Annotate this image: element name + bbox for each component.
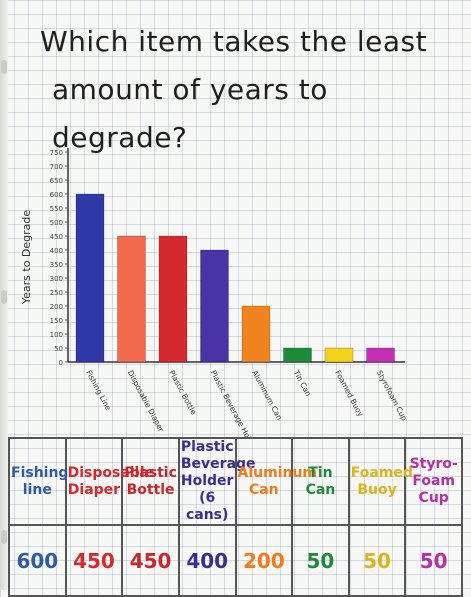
bar — [241, 305, 271, 363]
y-tick-label: 600 — [50, 191, 63, 199]
binder-hole — [1, 290, 7, 304]
x-tick-label: Disposable Diaper — [126, 369, 166, 434]
x-tick-label: Tin Can — [291, 368, 313, 398]
y-tick-label: 250 — [50, 289, 63, 297]
table-value-cell: 200 — [234, 524, 294, 597]
table-value-row: 600 450 450 400 200 50 50 50 — [8, 524, 463, 597]
y-tick-label: 450 — [50, 233, 63, 241]
bar — [158, 235, 188, 363]
page-title: Which item takes the least amount of yea… — [40, 18, 460, 162]
table-value-cell: 450 — [121, 524, 180, 597]
table-header-cell: Disposable Diaper — [64, 437, 154, 526]
table-value-cell: 450 — [64, 524, 124, 597]
y-tick-label: 100 — [50, 331, 63, 339]
table-value-cell: 50 — [347, 524, 407, 597]
bar — [75, 193, 105, 363]
y-tick-label: 200 — [50, 303, 63, 311]
y-tick-label: 650 — [50, 177, 63, 185]
data-table: Fishing line Disposable Diaper Plastic Bot… — [8, 437, 463, 597]
table-header-cell: Foamed Buoy — [347, 437, 413, 526]
x-tick-label: Plastic Beverage Holder (6 rings) — [209, 369, 275, 437]
x-tick-label: Fishing Line — [84, 369, 113, 413]
x-tick-label: Aluminum Can — [250, 369, 284, 422]
bar-chart: Years to Degrade750700650600550500450400… — [20, 148, 409, 437]
y-tick-label: 550 — [50, 205, 63, 213]
table-value-cell: 50 — [291, 524, 350, 597]
y-tick-label: 500 — [50, 219, 63, 227]
table-header-cell: Plastic Bottle — [121, 437, 180, 526]
x-tick-label: Styrofoam Cup — [375, 369, 409, 423]
title-line-2: amount of years to degrade? — [52, 73, 328, 154]
binder-hole — [1, 60, 7, 74]
y-tick-label: 300 — [50, 275, 63, 283]
y-tick-label: 150 — [50, 317, 63, 325]
table-header-cell: Tin Can — [291, 437, 350, 526]
y-tick-label: 700 — [50, 163, 63, 171]
title-line-1: Which item takes the least — [40, 25, 428, 58]
bar — [200, 249, 229, 363]
y-tick-label: 350 — [50, 261, 63, 269]
table-header-row: Fishing line Disposable Diaper Plastic Bot… — [8, 437, 463, 526]
bar — [366, 347, 395, 363]
x-tick-label: Plastic Bottle — [167, 369, 198, 417]
bar — [324, 347, 354, 363]
table-header-cell: Styro-Foam Cup — [404, 437, 463, 526]
y-tick-label: 0 — [59, 359, 63, 367]
x-tick-label: Foamed Buoy — [333, 369, 365, 419]
binder-hole — [1, 530, 7, 544]
table-value-cell: 400 — [177, 524, 237, 597]
y-tick-label: 400 — [50, 247, 63, 255]
table-header-cell: Aluminum Can — [234, 437, 317, 526]
table-header-cell: Plastic Beverage Holder (6 cans) — [177, 437, 256, 526]
table-value-cell: 50 — [404, 524, 463, 597]
y-axis-label: Years to Degrade — [20, 210, 33, 306]
table-value-cell: 600 — [8, 524, 67, 597]
y-tick-label: 50 — [54, 345, 63, 353]
y-tick-label: 750 — [50, 149, 63, 157]
bar — [283, 347, 312, 363]
table-header-cell: Fishing line — [8, 437, 68, 526]
bar — [117, 235, 146, 363]
binder-holes — [0, 0, 8, 590]
